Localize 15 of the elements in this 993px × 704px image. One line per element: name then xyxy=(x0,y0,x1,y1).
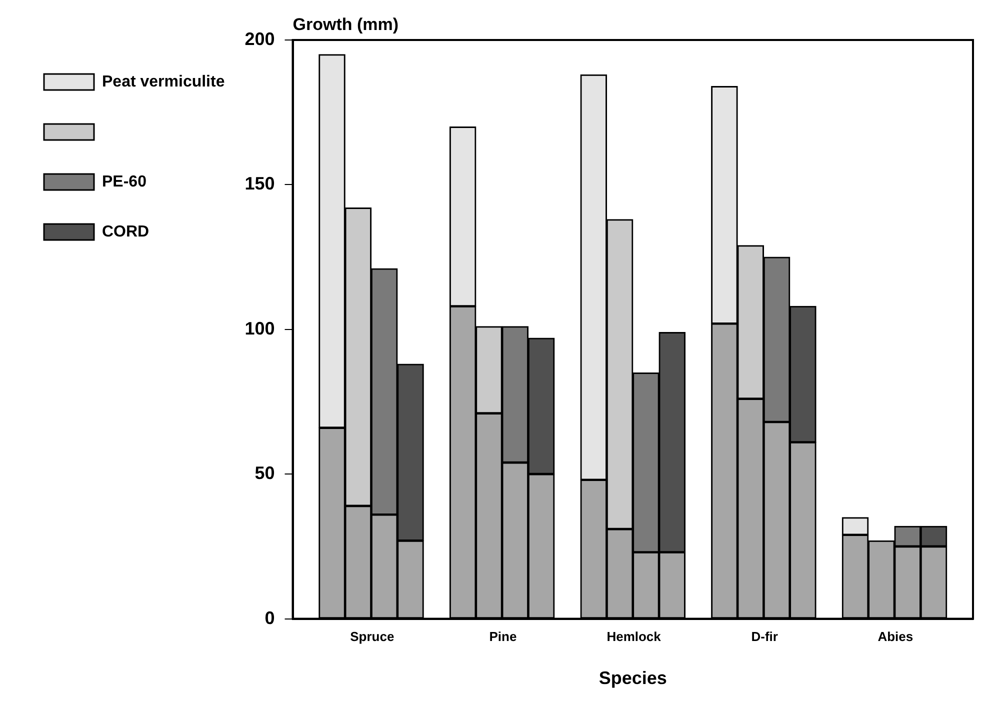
x-tick-label: Abies xyxy=(878,629,914,644)
y-tick-label: 100 xyxy=(244,318,275,338)
x-axis-title: Species xyxy=(598,668,667,688)
x-tick-label: Hemlock xyxy=(606,629,662,644)
y-tick-label: 150 xyxy=(244,174,275,194)
legend-label: PE-60 xyxy=(102,173,147,190)
x-tick-label: D-fir xyxy=(751,629,778,644)
legend-label: CORD xyxy=(102,223,150,240)
legend-label: Peat vermiculite xyxy=(102,73,225,90)
y-tick-label: 0 xyxy=(264,608,275,628)
y-axis-title: Growth (mm) xyxy=(292,15,399,34)
y-tick-label: 200 xyxy=(244,28,275,49)
x-tick-label: Pine xyxy=(489,629,517,644)
y-tick-label: 50 xyxy=(254,463,275,484)
x-tick-label: Spruce xyxy=(350,629,394,644)
